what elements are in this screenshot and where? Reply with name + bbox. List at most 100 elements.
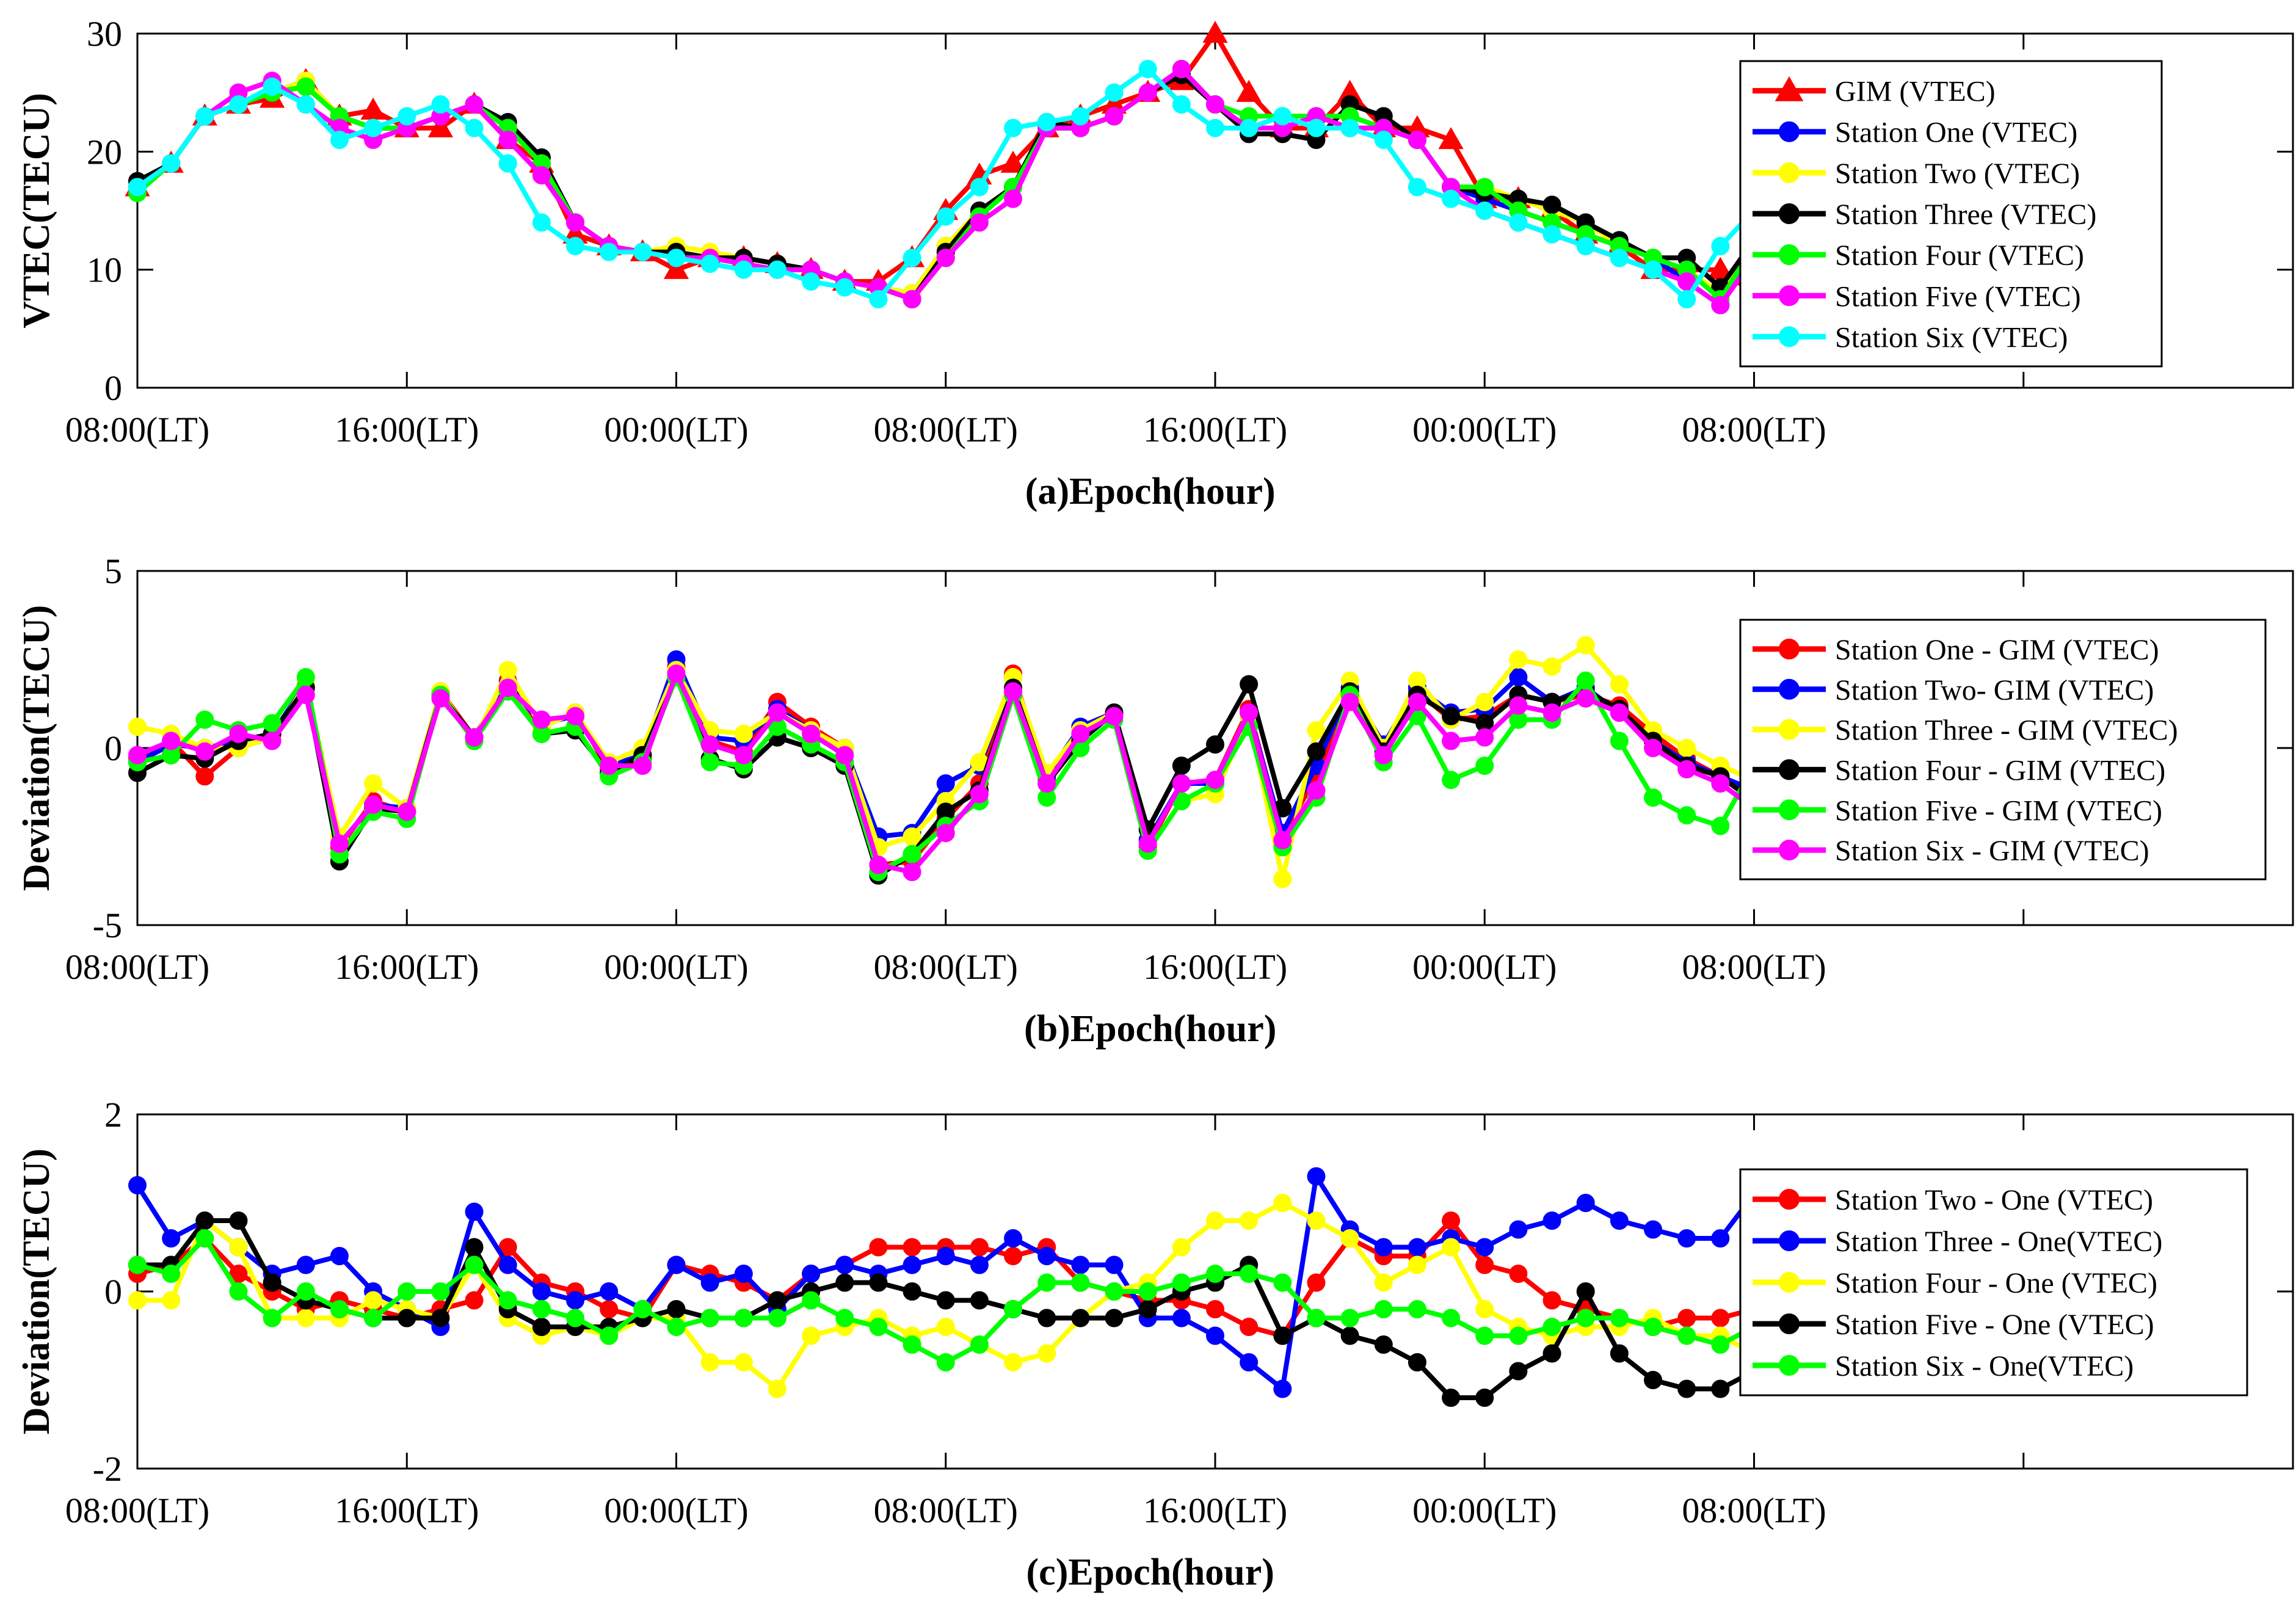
panel-c-data-point: [1408, 1353, 1426, 1371]
panel-c-xtick-label: 16:00(LT): [1143, 1491, 1287, 1530]
panel-c-data-point: [1644, 1318, 1663, 1336]
panel-c-data-point: [936, 1291, 955, 1310]
panel-a-data-point: [364, 118, 383, 137]
panel-b-data-point: [465, 728, 484, 747]
panel-a-data-point: [566, 213, 585, 232]
panel-c-data-point: [1105, 1309, 1124, 1328]
panel-b-data-point: [296, 686, 315, 704]
panel-b-data-point: [1576, 671, 1595, 690]
panel-b-data-point: [532, 710, 551, 729]
panel-c-legend-swatch-marker: [1779, 1230, 1800, 1251]
panel-b-data-point: [263, 732, 282, 750]
panel-c-data-point: [970, 1238, 989, 1257]
panel-c-data-point: [1307, 1167, 1326, 1186]
panel-a-data-point: [330, 131, 349, 149]
panel-b-data-point: [802, 724, 821, 743]
panel-b-data-point: [1509, 696, 1528, 715]
panel-c-data-point: [398, 1309, 416, 1328]
panel-b-legend-swatch-marker: [1779, 840, 1800, 861]
panel-c-data-point: [903, 1335, 921, 1354]
panel-a-legend-swatch-marker: [1775, 76, 1804, 101]
panel-b-xtick-label: 00:00(LT): [604, 947, 748, 987]
panel-c-data-point: [263, 1309, 282, 1328]
panel-c-data-point: [162, 1229, 181, 1248]
panel-c-data-point: [465, 1255, 484, 1274]
panel-a-data-point: [1172, 95, 1191, 114]
panel-c-data-point: [768, 1309, 787, 1328]
panel-a-data-point: [1172, 60, 1191, 78]
panel-c-data-point: [1509, 1362, 1528, 1381]
panel-c-data-point: [936, 1353, 955, 1371]
panel-b-legend-swatch-marker: [1779, 638, 1800, 659]
panel-c-data-point: [1172, 1238, 1191, 1257]
panel-a-data-point: [970, 178, 989, 197]
panel-c-data-point: [1340, 1309, 1359, 1328]
panel-a-data-point: [1475, 178, 1494, 197]
panel-a-xtick-label: 00:00(LT): [604, 410, 748, 449]
panel-a-data-point: [1340, 118, 1359, 137]
panel-b-data-point: [364, 795, 383, 814]
panel-b-data-point: [1711, 774, 1730, 793]
panel-b-data-point: [398, 802, 416, 821]
panel-c-xtick-label: 08:00(LT): [874, 1491, 1018, 1530]
panel-b-data-point: [1677, 760, 1696, 779]
panel-a-data-point: [1509, 213, 1528, 232]
panel-c-data-point: [734, 1309, 753, 1328]
panel-c-data-point: [1475, 1389, 1494, 1407]
panel-a-data-point: [667, 249, 686, 267]
panel-b-data-point: [229, 724, 248, 743]
panel-c-data-point: [1374, 1273, 1393, 1292]
panel-c-series-5: [128, 1229, 1764, 1371]
panel-c-data-point: [802, 1291, 821, 1310]
panel-c-data-point: [1644, 1371, 1663, 1389]
panel-c-data-point: [1576, 1282, 1595, 1301]
panel-a-data-point: [296, 78, 315, 96]
panel-c-data-point: [1408, 1238, 1426, 1257]
panel-a-data-point: [1307, 118, 1326, 137]
panel-a-xlabel: (a)Epoch(hour): [1025, 471, 1276, 512]
panel-a-data-point: [1408, 131, 1426, 149]
panel-c-data-point: [364, 1309, 383, 1328]
panel-b-data-point: [1273, 870, 1292, 888]
panel-c-data-point: [1711, 1335, 1730, 1354]
panel-b-data-point: [1576, 636, 1595, 655]
panel-c-data-point: [1273, 1379, 1292, 1398]
panel-c-data-point: [802, 1265, 821, 1283]
panel-a-xtick-label: 16:00(LT): [335, 410, 479, 449]
panel-b-data-point: [195, 767, 214, 786]
panel-b-data-point: [1004, 682, 1023, 701]
panel-a-data-point: [903, 249, 921, 267]
panel-c-data-point: [1172, 1273, 1191, 1292]
panel-b-data-point: [1408, 692, 1426, 711]
panel-a-data-point: [532, 213, 551, 232]
panel-a-data-point: [195, 107, 214, 126]
panel-c-data-point: [431, 1282, 450, 1301]
panel-c-data-point: [903, 1282, 921, 1301]
panel-b-data-point: [903, 863, 921, 881]
panel-c-data-point: [1542, 1291, 1561, 1310]
panel-b-data-point: [296, 668, 315, 686]
panel-c-data-point: [431, 1309, 450, 1328]
panel-a-ytick-label: 10: [87, 250, 122, 290]
panel-c-data-point: [1273, 1273, 1292, 1292]
panel-c-data-point: [869, 1318, 888, 1336]
panel-c-data-point: [1172, 1309, 1191, 1328]
panel-c-data-point: [1273, 1326, 1292, 1345]
panel-c-data-point: [700, 1353, 719, 1371]
panel-b-legend-swatch-marker: [1779, 719, 1800, 740]
panel-a-data-point: [263, 78, 282, 96]
panel-a-data-point: [734, 260, 753, 279]
panel-c-data-point: [1340, 1326, 1359, 1345]
panel-c-data-point: [1206, 1326, 1224, 1345]
panel-b-xtick-label: 00:00(LT): [1412, 947, 1557, 987]
panel-c-data-point: [1442, 1238, 1461, 1257]
panel-a-data-point: [427, 115, 454, 137]
panel-b-legend-swatch-marker: [1779, 759, 1800, 780]
panel-c-data-point: [465, 1238, 484, 1257]
panel-a-data-point: [663, 256, 689, 279]
panel-a-data-point: [903, 290, 921, 308]
panel-c-data-point: [1442, 1309, 1461, 1328]
panel-b-data-point: [1644, 739, 1663, 757]
panel-c-data-point: [1374, 1300, 1393, 1318]
panel-c-data-point: [229, 1238, 248, 1257]
